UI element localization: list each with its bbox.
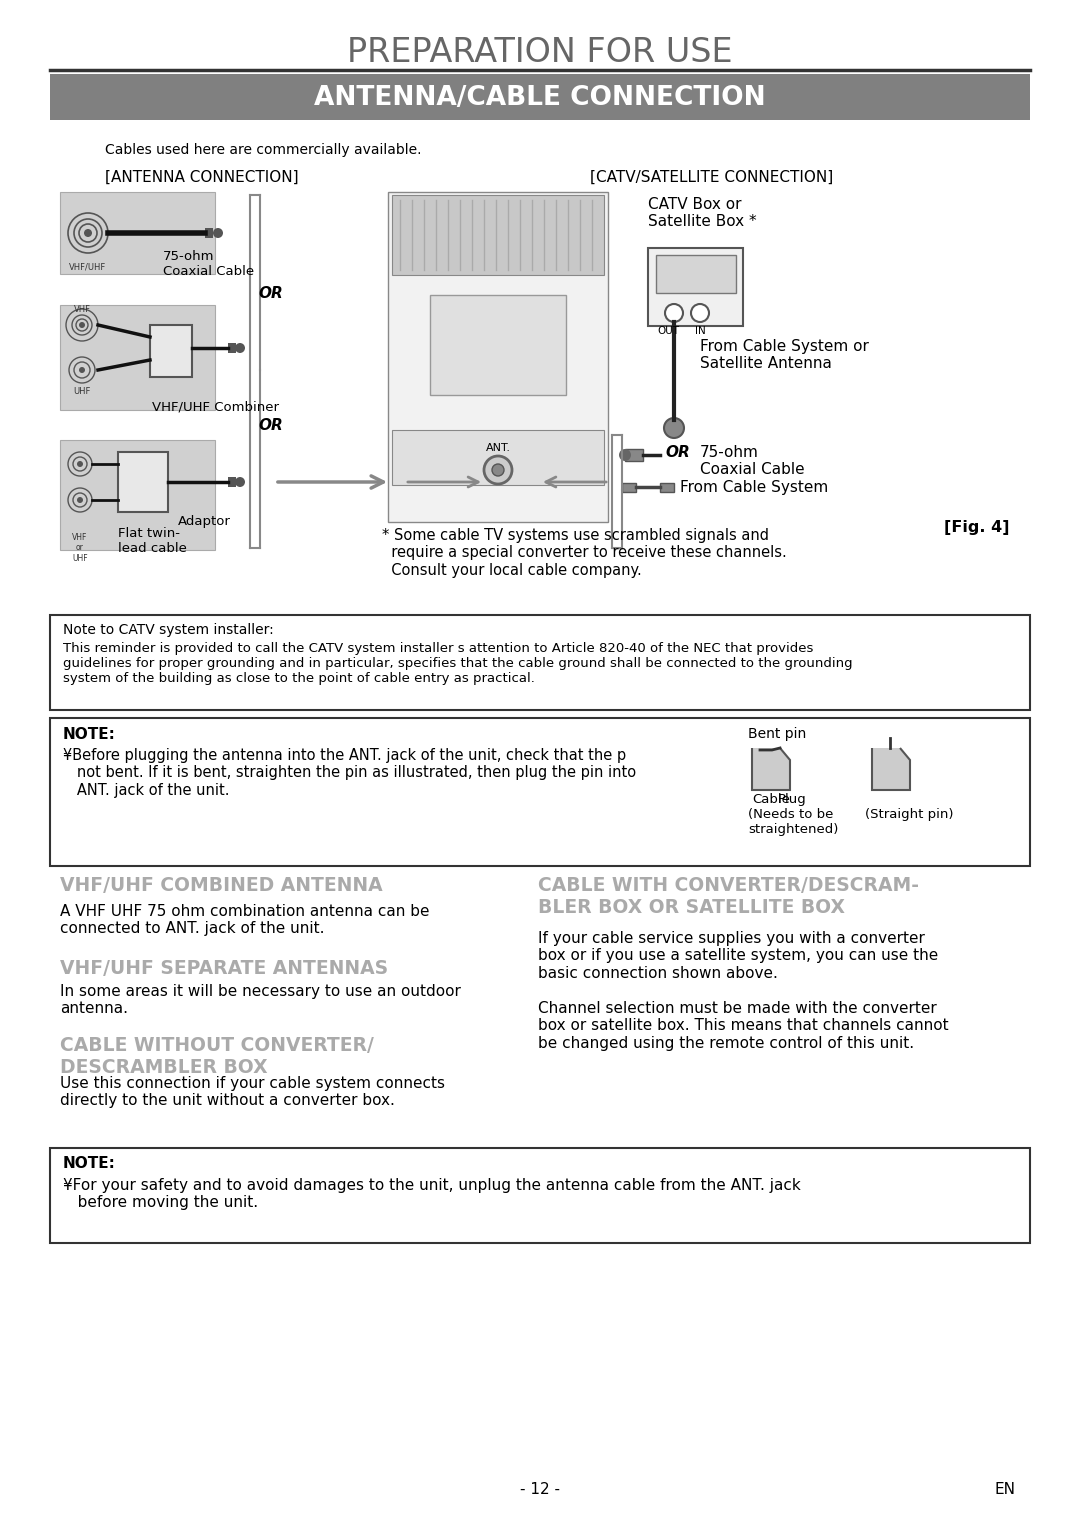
Text: VHF/UHF: VHF/UHF xyxy=(69,262,107,272)
Bar xyxy=(205,227,213,238)
Text: Adaptor: Adaptor xyxy=(178,514,231,528)
Bar xyxy=(656,255,735,293)
Bar xyxy=(660,484,674,491)
Bar xyxy=(392,430,604,485)
Text: ANTENNA/CABLE CONNECTION: ANTENNA/CABLE CONNECTION xyxy=(314,85,766,111)
Bar xyxy=(50,615,1030,710)
Text: ¥Before plugging the antenna into the ANT. jack of the unit, check that the p
  : ¥Before plugging the antenna into the AN… xyxy=(63,748,636,798)
Text: VHF/UHF COMBINED ANTENNA: VHF/UHF COMBINED ANTENNA xyxy=(60,876,382,896)
Text: Bent pin: Bent pin xyxy=(748,726,807,742)
Bar xyxy=(60,305,215,410)
Bar xyxy=(228,343,237,353)
Text: From Cable System: From Cable System xyxy=(680,481,828,494)
Circle shape xyxy=(79,366,85,372)
Text: IN: IN xyxy=(694,327,705,336)
Text: Note to CATV system installer:: Note to CATV system installer: xyxy=(63,623,273,636)
Text: VHF: VHF xyxy=(73,305,91,314)
Bar xyxy=(625,449,643,461)
Bar xyxy=(50,73,1030,121)
PathPatch shape xyxy=(872,748,910,790)
Circle shape xyxy=(492,464,504,476)
Text: (Straight pin): (Straight pin) xyxy=(865,807,954,821)
Text: VHF/UHF SEPARATE ANTENNAS: VHF/UHF SEPARATE ANTENNAS xyxy=(60,958,388,978)
Text: ¥For your safety and to avoid damages to the unit, unplug the antenna cable from: ¥For your safety and to avoid damages to… xyxy=(63,1178,800,1210)
Text: Use this connection if your cable system connects
directly to the unit without a: Use this connection if your cable system… xyxy=(60,1076,445,1108)
Bar xyxy=(622,484,636,491)
Text: Flat twin-
lead cable: Flat twin- lead cable xyxy=(118,526,187,555)
Text: UHF: UHF xyxy=(73,388,91,397)
Text: OR: OR xyxy=(665,446,690,459)
Text: OUT: OUT xyxy=(657,327,679,336)
Bar xyxy=(648,249,743,327)
Bar xyxy=(60,439,215,549)
Text: Cables used here are commercially available.: Cables used here are commercially availa… xyxy=(105,143,421,157)
Text: NOTE:: NOTE: xyxy=(63,726,116,742)
Bar xyxy=(50,719,1030,865)
Bar xyxy=(392,195,604,275)
Text: ANT.: ANT. xyxy=(486,443,511,453)
Text: (Needs to be
straightened): (Needs to be straightened) xyxy=(748,807,838,836)
Text: From Cable System or
Satellite Antenna: From Cable System or Satellite Antenna xyxy=(700,339,869,371)
Text: CATV Box or
Satellite Box *: CATV Box or Satellite Box * xyxy=(648,197,757,229)
Text: * Some cable TV systems use scrambled signals and
  require a special converter : * Some cable TV systems use scrambled si… xyxy=(382,528,786,578)
Circle shape xyxy=(484,456,512,484)
Bar xyxy=(60,192,215,275)
Circle shape xyxy=(84,229,92,237)
Text: PREPARATION FOR USE: PREPARATION FOR USE xyxy=(347,35,733,69)
Text: Cable: Cable xyxy=(752,794,789,806)
Circle shape xyxy=(664,418,684,438)
Bar xyxy=(430,295,566,395)
Text: [Fig. 4]: [Fig. 4] xyxy=(945,520,1010,536)
Bar xyxy=(118,452,168,513)
Text: This reminder is provided to call the CATV system installer s attention to Artic: This reminder is provided to call the CA… xyxy=(63,642,852,685)
Circle shape xyxy=(213,227,222,238)
Circle shape xyxy=(665,304,683,322)
Text: CABLE WITHOUT CONVERTER/
DESCRAMBLER BOX: CABLE WITHOUT CONVERTER/ DESCRAMBLER BOX xyxy=(60,1036,374,1077)
Circle shape xyxy=(691,304,708,322)
Text: - 12 -: - 12 - xyxy=(519,1482,561,1497)
Text: OR: OR xyxy=(258,285,283,301)
Text: Plug: Plug xyxy=(778,794,807,806)
Text: 75-ohm
Coaxial Cable: 75-ohm Coaxial Cable xyxy=(700,446,805,478)
Text: In some areas it will be necessary to use an outdoor
antenna.: In some areas it will be necessary to us… xyxy=(60,984,461,1016)
Text: Channel selection must be made with the converter
box or satellite box. This mea: Channel selection must be made with the … xyxy=(538,1001,948,1051)
Text: 75-ohm
Coaxial Cable: 75-ohm Coaxial Cable xyxy=(163,250,254,278)
Text: CABLE WITH CONVERTER/DESCRAM-
BLER BOX OR SATELLITE BOX: CABLE WITH CONVERTER/DESCRAM- BLER BOX O… xyxy=(538,876,919,917)
Circle shape xyxy=(235,343,245,353)
Text: OR: OR xyxy=(258,418,283,432)
PathPatch shape xyxy=(752,748,789,790)
Bar xyxy=(50,1148,1030,1244)
Text: A VHF UHF 75 ohm combination antenna can be
connected to ANT. jack of the unit.: A VHF UHF 75 ohm combination antenna can… xyxy=(60,903,430,937)
Text: [CATV/SATELLITE CONNECTION]: [CATV/SATELLITE CONNECTION] xyxy=(590,169,834,185)
Text: NOTE:: NOTE: xyxy=(63,1157,116,1170)
Circle shape xyxy=(77,497,83,504)
Circle shape xyxy=(77,461,83,467)
Text: If your cable service supplies you with a converter
box or if you use a satellit: If your cable service supplies you with … xyxy=(538,931,939,981)
Text: [ANTENNA CONNECTION]: [ANTENNA CONNECTION] xyxy=(105,169,299,185)
Text: VHF/UHF Combiner: VHF/UHF Combiner xyxy=(152,400,279,414)
Bar xyxy=(150,325,192,377)
Bar xyxy=(228,478,237,487)
Circle shape xyxy=(235,478,245,487)
Circle shape xyxy=(619,449,631,461)
Bar xyxy=(388,192,608,522)
Text: EN: EN xyxy=(994,1482,1015,1497)
Text: VHF
or
UHF: VHF or UHF xyxy=(72,533,87,563)
Circle shape xyxy=(79,322,85,328)
